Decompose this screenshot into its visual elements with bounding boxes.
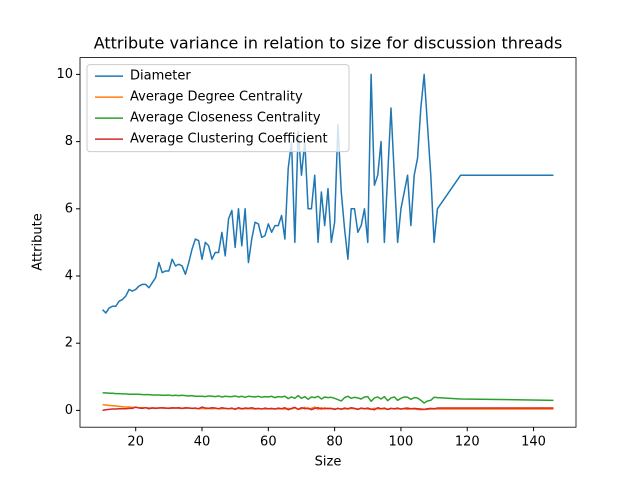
x-tick-label: 40 [194,435,211,450]
x-axis-label: Size [315,455,342,470]
legend-label: Average Closeness Centrality [130,111,321,126]
y-tick-label: 6 [65,201,73,216]
x-tick-label: 60 [260,435,277,450]
x-tick-label: 120 [455,435,480,450]
data-line [102,392,554,404]
plot-frame [79,57,577,428]
data-line [102,406,554,412]
y-axis-label: Attribute [31,213,46,270]
chart-title: Attribute variance in relation to size f… [94,34,563,53]
legend-label: Average Clustering Coefficient [130,132,328,147]
y-tick-label: 8 [65,134,73,149]
legend-box [86,64,350,153]
y-tick-label: 4 [65,269,73,284]
y-tick-label: 2 [65,336,73,351]
x-tick-label: 20 [127,435,144,450]
x-tick-label: 80 [326,435,343,450]
legend-label: Average Degree Centrality [130,90,303,105]
data-line [102,73,554,314]
legend-label: Diameter [130,69,191,84]
y-tick-label: 0 [65,403,73,418]
x-tick-label: 100 [389,435,414,450]
y-tick-label: 10 [56,67,73,82]
x-tick-label: 140 [521,435,546,450]
